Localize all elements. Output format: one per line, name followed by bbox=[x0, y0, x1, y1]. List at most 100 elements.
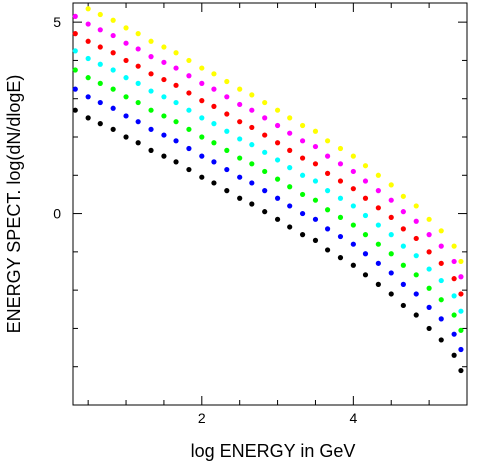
data-point bbox=[148, 147, 154, 153]
data-point bbox=[426, 285, 432, 291]
data-point bbox=[287, 147, 293, 153]
data-point bbox=[262, 168, 268, 175]
data-point bbox=[299, 155, 306, 161]
data-point bbox=[337, 214, 344, 220]
data-point bbox=[375, 281, 381, 287]
series-1 bbox=[72, 86, 464, 353]
data-point bbox=[262, 149, 268, 155]
data-point bbox=[312, 178, 319, 184]
data-point bbox=[458, 346, 464, 353]
data-point bbox=[148, 71, 154, 77]
data-point bbox=[72, 31, 78, 37]
data-point bbox=[110, 105, 116, 111]
data-point bbox=[186, 107, 192, 113]
data-point bbox=[199, 98, 205, 104]
data-point bbox=[413, 272, 419, 278]
data-point bbox=[312, 161, 319, 167]
data-point bbox=[211, 159, 217, 165]
data-point bbox=[413, 291, 419, 297]
data-point bbox=[237, 155, 243, 161]
data-point bbox=[438, 260, 444, 266]
data-point bbox=[400, 193, 406, 199]
data-point bbox=[299, 172, 306, 178]
data-point bbox=[262, 132, 268, 138]
data-point bbox=[72, 107, 78, 113]
series-4 bbox=[72, 31, 464, 297]
data-point bbox=[350, 153, 356, 159]
data-point bbox=[362, 251, 369, 257]
data-point bbox=[97, 44, 103, 50]
x-tick-label: 2 bbox=[198, 410, 206, 426]
data-point bbox=[186, 57, 192, 64]
data-point bbox=[388, 214, 394, 220]
data-point bbox=[426, 216, 432, 222]
data-point bbox=[110, 67, 116, 73]
data-point bbox=[186, 166, 192, 173]
data-point bbox=[211, 103, 217, 109]
data-point bbox=[224, 78, 230, 85]
data-point bbox=[186, 126, 192, 132]
data-point bbox=[299, 122, 306, 129]
data-point bbox=[324, 153, 331, 159]
data-point bbox=[388, 291, 394, 297]
data-point bbox=[324, 188, 331, 194]
data-point bbox=[438, 337, 444, 343]
data-point bbox=[224, 128, 230, 134]
data-point bbox=[413, 312, 419, 318]
data-point bbox=[237, 119, 243, 125]
data-point bbox=[438, 277, 444, 284]
data-point bbox=[362, 195, 369, 201]
data-point bbox=[274, 122, 281, 129]
data-point bbox=[110, 86, 116, 92]
data-point bbox=[148, 88, 154, 94]
data-point bbox=[249, 142, 255, 148]
data-point bbox=[72, 13, 78, 19]
data-point bbox=[438, 228, 444, 234]
data-point bbox=[123, 57, 129, 64]
data-point bbox=[85, 55, 91, 62]
data-point bbox=[362, 232, 369, 238]
data-point bbox=[274, 195, 281, 201]
data-point bbox=[97, 121, 103, 127]
series-0 bbox=[72, 107, 464, 374]
data-point bbox=[186, 73, 192, 79]
x-axis-title: log ENERGY in GeV bbox=[191, 441, 356, 461]
data-point bbox=[85, 75, 91, 81]
data-point bbox=[148, 38, 154, 44]
data-point bbox=[299, 210, 306, 217]
data-point bbox=[337, 195, 344, 201]
data-point bbox=[161, 94, 167, 100]
data-point bbox=[458, 367, 464, 374]
data-point bbox=[135, 99, 141, 106]
data-point bbox=[324, 207, 331, 213]
data-point bbox=[324, 247, 331, 253]
data-point bbox=[224, 188, 230, 194]
data-point bbox=[85, 38, 91, 44]
data-point bbox=[148, 126, 154, 132]
data-point bbox=[110, 17, 116, 23]
data-point bbox=[97, 99, 103, 106]
data-point bbox=[426, 249, 432, 255]
data-point bbox=[312, 216, 319, 222]
data-point bbox=[211, 71, 217, 77]
data-point bbox=[123, 94, 129, 100]
data-point bbox=[211, 140, 217, 146]
data-point bbox=[362, 212, 369, 219]
data-point bbox=[375, 222, 381, 228]
data-point bbox=[199, 80, 205, 86]
data-point bbox=[224, 94, 230, 100]
data-point bbox=[249, 107, 255, 113]
data-point bbox=[458, 327, 464, 333]
data-point bbox=[451, 331, 457, 337]
data-point bbox=[400, 302, 406, 309]
data-point bbox=[97, 27, 103, 33]
data-point bbox=[173, 138, 179, 144]
data-point bbox=[123, 134, 129, 140]
data-point bbox=[312, 197, 319, 203]
data-point bbox=[426, 304, 432, 310]
data-point bbox=[312, 128, 319, 134]
data-point bbox=[135, 63, 141, 69]
data-point bbox=[350, 222, 356, 228]
